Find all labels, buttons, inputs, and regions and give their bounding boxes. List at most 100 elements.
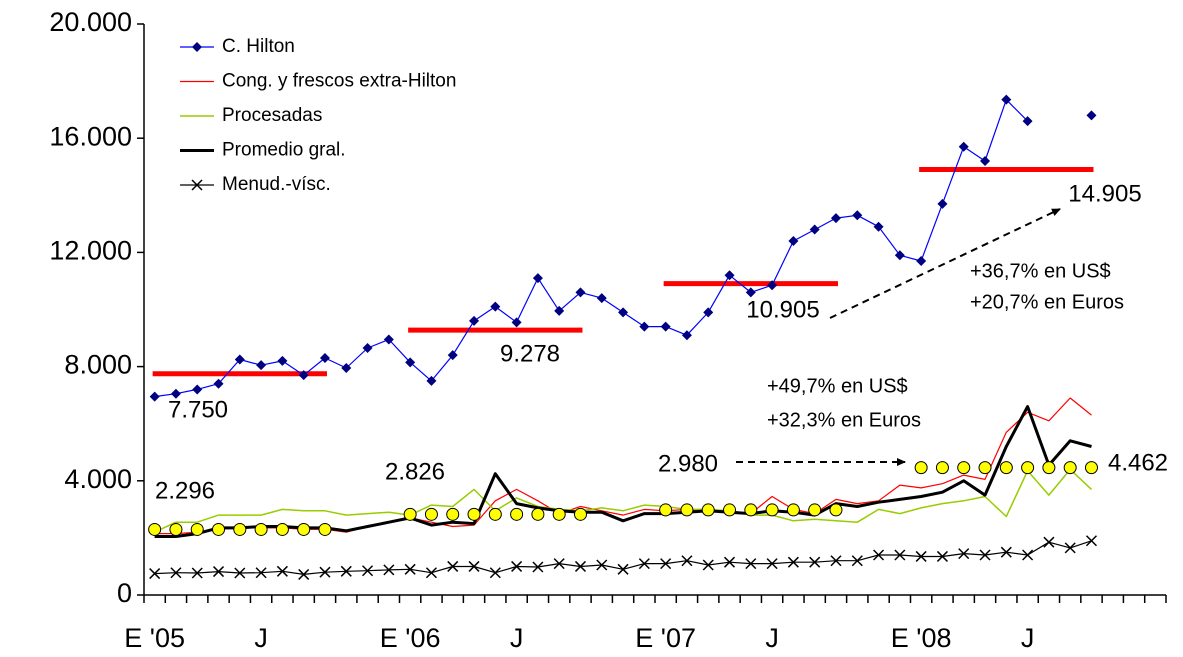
marker xyxy=(298,568,310,580)
average-dot xyxy=(765,503,779,517)
average-dot xyxy=(573,507,587,521)
marker xyxy=(213,378,224,389)
series-line xyxy=(154,397,1092,535)
marker xyxy=(1064,542,1076,554)
x-tick-label: E '08 xyxy=(891,623,952,653)
marker xyxy=(425,567,437,579)
marker xyxy=(149,391,160,402)
marker xyxy=(681,330,692,341)
marker xyxy=(617,563,629,575)
marker xyxy=(830,555,842,567)
marker xyxy=(212,566,225,578)
marker xyxy=(596,559,608,571)
marker xyxy=(1000,546,1012,558)
arrow xyxy=(829,208,1061,319)
marker xyxy=(703,307,714,318)
x-tick-label: J xyxy=(510,623,524,653)
annotation: +32,3% en Euros xyxy=(767,409,921,431)
marker xyxy=(767,280,778,291)
legend-marker xyxy=(192,42,202,52)
marker xyxy=(447,560,459,572)
marker xyxy=(149,568,161,580)
marker xyxy=(404,563,416,575)
average-dot xyxy=(935,461,949,475)
average-dot xyxy=(488,507,502,521)
marker xyxy=(809,224,820,235)
average-dot xyxy=(957,461,971,475)
average-dot xyxy=(701,503,715,517)
legend-label: Cong. y frescos extra-Hilton xyxy=(222,71,456,92)
annotation: +20,7% en Euros xyxy=(970,291,1124,313)
legend-label: Promedio gral. xyxy=(222,140,346,161)
marker xyxy=(915,550,927,562)
average-label: 2.980 xyxy=(658,450,718,477)
average-dot xyxy=(467,507,481,521)
marker xyxy=(745,287,756,298)
marker xyxy=(575,287,586,298)
average-label: 2.296 xyxy=(155,477,215,504)
marker xyxy=(851,555,863,567)
marker xyxy=(469,315,480,326)
x-tick-label: E '05 xyxy=(124,623,185,653)
average-dot xyxy=(999,461,1013,475)
average-dot xyxy=(233,522,247,536)
average-dot xyxy=(1042,461,1056,475)
average-dot xyxy=(659,503,673,517)
marker xyxy=(426,375,437,386)
average-dot xyxy=(808,503,822,517)
average-dot xyxy=(680,503,694,517)
average-dot xyxy=(914,461,928,475)
marker xyxy=(553,558,565,570)
marker xyxy=(894,549,906,561)
marker xyxy=(937,198,948,209)
marker xyxy=(596,293,607,304)
average-dot xyxy=(446,507,460,521)
series-line xyxy=(154,468,1093,533)
y-tick-label: 8.000 xyxy=(64,350,132,380)
marker xyxy=(979,549,991,561)
average-dot xyxy=(318,522,332,536)
average-dot xyxy=(978,461,992,475)
legend-label: Menud.-vísc. xyxy=(222,174,331,195)
marker xyxy=(170,388,181,399)
marker xyxy=(447,350,458,361)
marker xyxy=(618,307,629,318)
average-label: 7.750 xyxy=(168,396,228,423)
marker xyxy=(383,564,395,576)
marker xyxy=(341,363,352,374)
marker xyxy=(745,558,757,570)
marker xyxy=(936,550,948,562)
average-label: 10.905 xyxy=(746,296,819,323)
legend-label: Procesadas xyxy=(222,105,322,126)
average-dot xyxy=(510,507,524,521)
average-dot xyxy=(403,507,417,521)
y-tick-label: 4.000 xyxy=(64,464,132,494)
marker xyxy=(1022,116,1033,127)
y-tick-label: 16.000 xyxy=(49,121,132,151)
average-dot xyxy=(744,503,758,517)
marker xyxy=(468,560,480,572)
marker xyxy=(298,370,309,381)
y-tick-label: 20.000 xyxy=(49,7,132,37)
marker xyxy=(916,255,927,266)
average-label: 2.826 xyxy=(385,458,445,485)
marker xyxy=(192,384,203,395)
marker xyxy=(319,353,330,364)
average-dot xyxy=(1063,461,1077,475)
average-dot xyxy=(723,503,737,517)
series-line xyxy=(154,405,1092,538)
marker xyxy=(1086,110,1097,121)
marker xyxy=(787,556,799,568)
marker xyxy=(489,567,501,579)
marker xyxy=(766,558,778,570)
marker xyxy=(532,273,543,284)
average-dot xyxy=(297,522,311,536)
average-dot xyxy=(254,522,268,536)
average-dot xyxy=(786,503,800,517)
marker xyxy=(873,221,884,232)
x-tick-label: E '07 xyxy=(635,623,696,653)
average-dot xyxy=(552,507,566,521)
marker xyxy=(532,561,544,573)
